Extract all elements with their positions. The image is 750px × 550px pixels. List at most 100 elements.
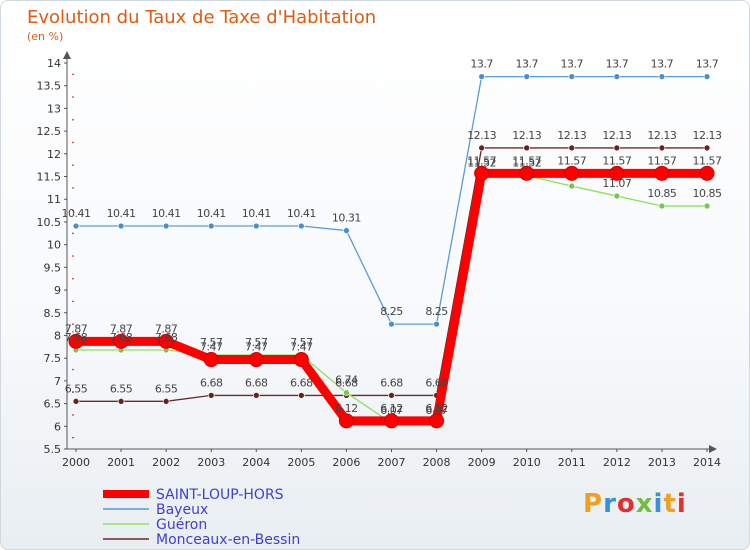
series-point bbox=[609, 165, 625, 181]
brand-letter: r bbox=[603, 489, 617, 519]
data-label: 12.13 bbox=[557, 129, 586, 142]
data-label: 6.68 bbox=[245, 376, 268, 389]
minor-tick-dot bbox=[72, 96, 74, 98]
series-point bbox=[117, 222, 125, 230]
y-tick-label: 6 bbox=[54, 420, 61, 433]
y-tick-label: 5.5 bbox=[44, 443, 62, 456]
series-point bbox=[523, 73, 531, 80]
series-point bbox=[384, 413, 399, 429]
brand-letter: P bbox=[583, 489, 604, 519]
data-label: 10.85 bbox=[693, 187, 722, 200]
series-point bbox=[162, 222, 170, 230]
data-label: 7.68 bbox=[65, 331, 88, 344]
series-point bbox=[658, 202, 666, 210]
x-tick-label: 2008 bbox=[423, 456, 451, 469]
data-label: 13.7 bbox=[606, 58, 629, 71]
x-tick-label: 2002 bbox=[152, 456, 180, 469]
series-point bbox=[478, 73, 485, 80]
series-point bbox=[298, 392, 305, 399]
data-label: 11.57 bbox=[512, 154, 541, 167]
series-point bbox=[658, 144, 666, 152]
data-label: 13.7 bbox=[470, 58, 493, 71]
minor-tick-dot bbox=[72, 141, 74, 144]
brand-letter: t bbox=[663, 489, 677, 519]
y-tick-label: 13.5 bbox=[37, 80, 62, 93]
series-point bbox=[568, 182, 576, 190]
series-point bbox=[478, 144, 485, 152]
y-tick-label: 9.5 bbox=[44, 261, 62, 274]
series-group bbox=[68, 73, 715, 429]
proxiti-logo: Proxiti bbox=[583, 489, 687, 519]
data-label: 7.87 bbox=[155, 322, 178, 335]
x-tick-label: 2009 bbox=[468, 456, 496, 469]
data-label: 6.68 bbox=[380, 376, 403, 389]
legend-label: SAINT-LOUP-HORS bbox=[156, 487, 284, 503]
data-label: 10.41 bbox=[287, 207, 316, 220]
y-tick-label: 6.5 bbox=[44, 398, 62, 411]
y-tick-labels: 5.5 6 6.5 7 7.5 8 8.5 9 9.5 10 10.5 11 11.5 12 12.5 13 1… bbox=[37, 57, 62, 456]
legend-label: Guéron bbox=[156, 517, 207, 533]
data-label: 13.7 bbox=[515, 58, 538, 71]
x-tick-label: 2003 bbox=[197, 456, 225, 469]
series-point bbox=[388, 392, 395, 399]
data-label: 6.55 bbox=[155, 382, 178, 395]
data-label: 11.57 bbox=[467, 154, 496, 167]
data-label: 6.68 bbox=[200, 376, 223, 389]
series-point bbox=[474, 165, 490, 181]
data-label: 6.55 bbox=[65, 382, 88, 395]
brand-letter: i bbox=[676, 489, 687, 519]
data-label: 12.13 bbox=[602, 129, 631, 142]
series-point bbox=[248, 352, 264, 368]
data-label: 11.57 bbox=[557, 154, 586, 167]
data-label: 7.68 bbox=[155, 331, 178, 344]
data-label: 7.57 bbox=[290, 336, 313, 349]
data-label: 6.07 bbox=[425, 404, 448, 417]
series-point bbox=[343, 389, 350, 397]
data-label: 7.68 bbox=[110, 331, 133, 344]
series-point bbox=[658, 73, 666, 80]
minor-tick-dot bbox=[72, 187, 74, 189]
x-tick-label: 2000 bbox=[62, 456, 90, 469]
data-label: 6.55 bbox=[110, 382, 133, 395]
series-point bbox=[613, 192, 621, 200]
data-label: 10.41 bbox=[197, 207, 226, 220]
series-point bbox=[613, 144, 621, 152]
series-point bbox=[298, 222, 305, 230]
x-tick-label: 2007 bbox=[378, 456, 406, 469]
data-label: 11.07 bbox=[602, 177, 631, 190]
data-label: 6.12 bbox=[335, 402, 358, 415]
y-tick-label: 8 bbox=[54, 329, 61, 342]
minor-tick-dot bbox=[72, 209, 74, 212]
series-point bbox=[203, 352, 219, 368]
data-label: 7.47 bbox=[245, 341, 268, 354]
data-label: 10.85 bbox=[647, 187, 676, 200]
x-tick-label: 2005 bbox=[287, 456, 315, 469]
series-point bbox=[252, 222, 260, 230]
series-point bbox=[388, 320, 395, 328]
minor-tick-dot bbox=[72, 391, 74, 394]
x-axis-arrow bbox=[709, 445, 717, 453]
x-tick-label: 2010 bbox=[513, 456, 541, 469]
x-tick-label: 2004 bbox=[242, 456, 270, 469]
y-tick-label: 10.5 bbox=[37, 216, 62, 229]
x-tick-labels: 2000 2001 2002 2003 2004 2005 2006 2007 2008 2009… bbox=[62, 456, 721, 469]
data-label: 10.31 bbox=[332, 212, 361, 225]
series-point bbox=[564, 165, 580, 181]
data-label: 11.57 bbox=[602, 154, 631, 167]
series-point bbox=[568, 144, 576, 152]
series-point bbox=[252, 392, 260, 399]
series-point bbox=[519, 165, 535, 181]
x-tick-label: 2012 bbox=[603, 456, 631, 469]
series-point bbox=[162, 397, 170, 405]
minor-tick-dot bbox=[72, 414, 74, 416]
series-point bbox=[343, 227, 350, 234]
series-point bbox=[207, 222, 215, 230]
series-point bbox=[207, 392, 215, 399]
series-point bbox=[699, 165, 715, 181]
data-label: 11.57 bbox=[647, 154, 676, 167]
legend-label: Bayeux bbox=[156, 502, 208, 518]
brand-letter: i bbox=[653, 489, 664, 519]
x-tick-label: 2006 bbox=[332, 456, 360, 469]
data-label: 11.57 bbox=[693, 154, 722, 167]
brand-letter: o bbox=[616, 489, 636, 519]
